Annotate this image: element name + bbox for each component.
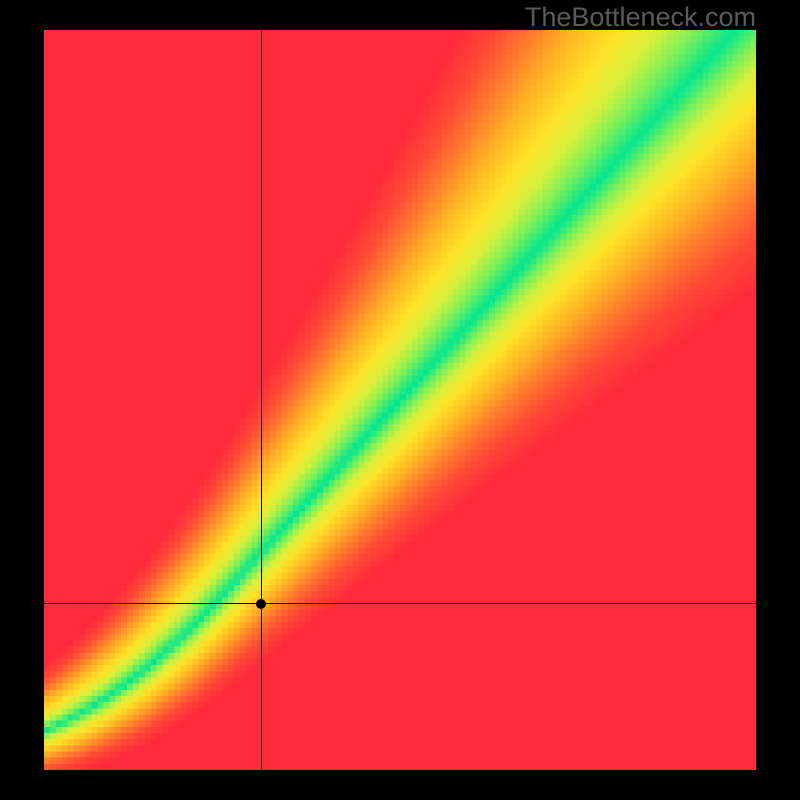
crosshair-horizontal	[44, 603, 756, 604]
chart-container: TheBottleneck.com	[0, 0, 800, 800]
watermark-text: TheBottleneck.com	[525, 2, 756, 33]
crosshair-vertical	[261, 30, 262, 770]
bottleneck-heatmap	[44, 30, 756, 770]
data-point-marker	[256, 599, 266, 609]
